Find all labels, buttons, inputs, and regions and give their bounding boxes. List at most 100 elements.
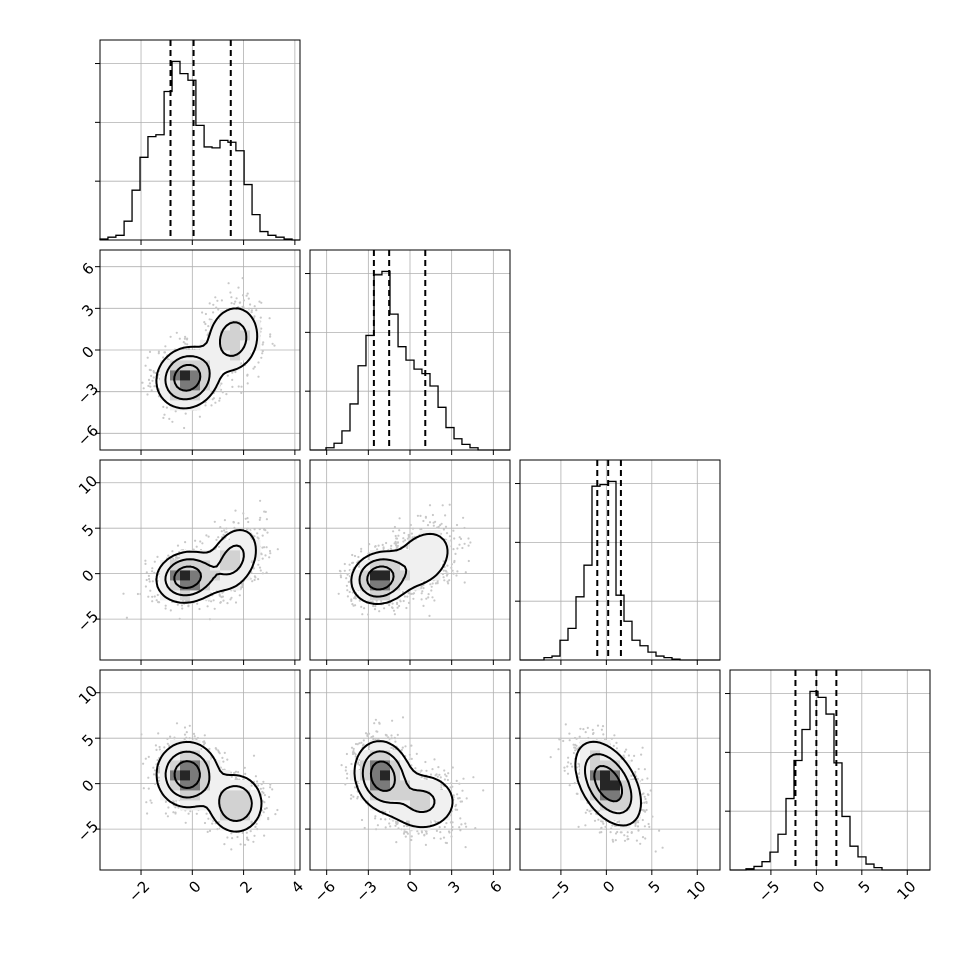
sample-point — [234, 601, 238, 604]
density-cell — [420, 540, 431, 551]
sample-point — [155, 599, 158, 602]
sample-point — [257, 578, 260, 581]
sample-point — [444, 514, 447, 517]
sample-point — [395, 537, 398, 540]
sample-point — [396, 544, 399, 548]
hist-panel-1 — [305, 249, 511, 455]
sample-point — [227, 282, 230, 285]
sample-point — [252, 367, 255, 370]
sample-point — [162, 416, 165, 419]
sample-point — [166, 742, 169, 745]
density-cell — [200, 380, 211, 391]
sample-point — [183, 738, 186, 741]
sample-point — [164, 345, 167, 348]
sample-point — [398, 604, 401, 608]
sample-point — [241, 305, 244, 308]
density-cell — [380, 580, 391, 591]
sample-point — [187, 604, 190, 607]
sample-point — [148, 580, 151, 583]
sample-point — [462, 516, 465, 519]
sample-point — [157, 776, 160, 779]
sample-point — [441, 573, 444, 576]
sample-point — [428, 521, 432, 524]
density-cell — [200, 370, 211, 381]
sample-point — [146, 356, 149, 359]
sample-point — [268, 317, 271, 320]
sample-point — [198, 607, 201, 611]
sample-point — [183, 337, 186, 340]
sample-point — [226, 602, 229, 605]
sample-point — [337, 592, 340, 595]
sample-point — [264, 554, 267, 557]
density-cell — [170, 390, 181, 401]
sample-point — [439, 524, 442, 527]
sample-point — [153, 560, 156, 563]
density-cell — [190, 360, 201, 371]
sample-point — [144, 562, 147, 566]
sample-point — [464, 571, 467, 574]
sample-point — [261, 350, 264, 353]
sample-point — [178, 617, 181, 621]
sample-point — [184, 342, 187, 345]
sample-point — [154, 371, 157, 375]
sample-point — [351, 553, 354, 557]
density-cell — [370, 590, 381, 601]
sample-point — [205, 534, 208, 537]
sample-point — [219, 526, 222, 529]
sample-point — [242, 299, 245, 302]
sample-point — [144, 757, 147, 760]
density-cell — [200, 570, 211, 581]
density-cell — [170, 400, 181, 411]
density-cell — [230, 320, 241, 331]
sample-point — [389, 547, 392, 550]
sample-point — [163, 413, 166, 416]
sample-point — [163, 746, 166, 749]
sample-point — [402, 537, 405, 540]
sample-point — [144, 364, 147, 367]
density-cell — [240, 570, 251, 581]
pair-panel-1-2 — [305, 459, 511, 665]
sample-point — [148, 382, 151, 385]
sample-point — [432, 524, 435, 527]
sample-point — [168, 744, 171, 747]
sample-point — [237, 286, 240, 289]
sample-point — [220, 299, 223, 302]
sample-point — [158, 745, 161, 749]
density-cell — [190, 350, 201, 361]
sample-point — [269, 333, 272, 336]
sample-point — [441, 504, 444, 507]
contour-line — [173, 363, 202, 392]
sample-point — [368, 543, 371, 546]
sample-point — [152, 376, 155, 379]
density-cell — [250, 330, 261, 341]
histogram-line — [520, 480, 720, 661]
sample-point — [212, 311, 215, 314]
density-cell — [210, 340, 221, 351]
sample-point — [180, 604, 184, 607]
sample-point — [234, 300, 237, 303]
sample-point — [182, 341, 185, 344]
sample-point — [165, 406, 168, 409]
sample-point — [176, 544, 180, 547]
density-cell — [190, 380, 201, 391]
density-cell — [190, 570, 201, 581]
density-cell — [160, 360, 171, 371]
sample-point — [218, 593, 221, 596]
sample-point — [396, 546, 399, 549]
sample-point — [433, 599, 436, 602]
sample-point — [256, 532, 259, 535]
sample-point — [258, 300, 261, 303]
sample-point — [406, 546, 409, 550]
sample-point — [383, 607, 386, 610]
sample-point — [246, 382, 249, 385]
sample-point — [448, 579, 451, 582]
density-cell — [390, 580, 401, 591]
sample-point — [390, 606, 394, 609]
sample-point — [403, 595, 406, 598]
sample-point — [397, 534, 400, 537]
sample-point — [152, 371, 155, 374]
sample-point — [233, 302, 236, 305]
sample-point — [442, 528, 445, 531]
density-cell — [170, 590, 181, 601]
sample-point — [164, 607, 167, 610]
